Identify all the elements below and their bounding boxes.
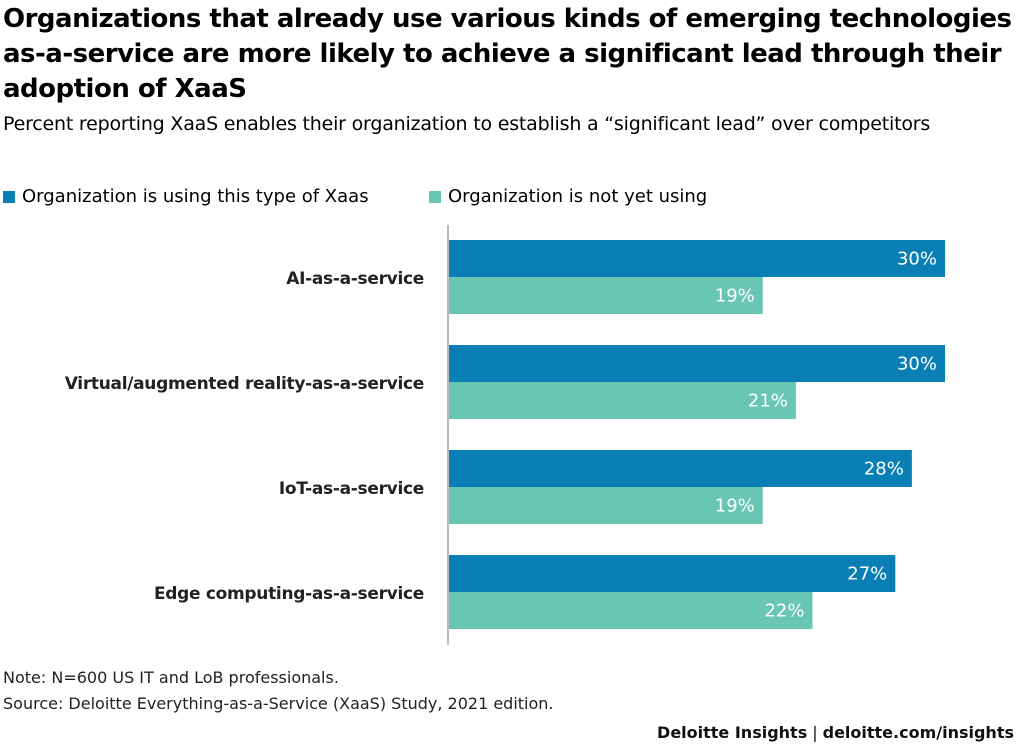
bar-not-using [448, 382, 796, 419]
bar-chart: AI-as-a-service 30% 19% Virtual/augmented r… [65, 225, 945, 645]
category-label: IoT-as-a-service [279, 479, 424, 499]
data-label: 28% [864, 459, 904, 480]
bar-using [448, 450, 912, 487]
chart-note: Note: N=600 US IT and LoB professionals. [3, 668, 339, 687]
brand-name: Deloitte Insights [657, 723, 808, 742]
data-label: 30% [897, 249, 937, 270]
bar-using [448, 555, 896, 592]
legend-swatch-using [3, 190, 15, 203]
data-label: 19% [715, 496, 755, 517]
legend-swatch-not-using [429, 190, 441, 203]
legend: Organization is using this type of Xaas … [3, 186, 1003, 210]
chart-source: Source: Deloitte Everything-as-a-Service… [3, 694, 554, 713]
category-label: Virtual/augmented reality-as-a-service [65, 374, 424, 394]
data-label: 21% [748, 391, 788, 412]
bar-not-using [448, 277, 763, 314]
bar-not-using [448, 487, 763, 524]
legend-item-using: Organization is using this type of Xaas [3, 186, 369, 207]
category-label: Edge computing-as-a-service [154, 584, 424, 604]
chart-subtitle: Percent reporting XaaS enables their org… [3, 113, 931, 135]
category-label: AI-as-a-service [286, 269, 424, 289]
brand-site: deloitte.com/insights [822, 723, 1014, 742]
legend-label-using: Organization is using this type of Xaas [22, 186, 369, 207]
bar-not-using [448, 592, 813, 629]
data-label: 19% [715, 286, 755, 307]
data-label: 22% [764, 601, 804, 622]
chart-title: Organizations that already use various k… [3, 4, 1012, 104]
legend-item-not-using: Organization is not yet using [429, 186, 707, 207]
bar-using [448, 240, 945, 277]
data-label: 30% [897, 354, 937, 375]
brand-footer: Deloitte Insights | deloitte.com/insights [657, 723, 1014, 742]
brand-separator: | [812, 723, 818, 742]
legend-label-not-using: Organization is not yet using [448, 186, 708, 207]
bar-using [448, 345, 945, 382]
data-label: 27% [847, 564, 887, 585]
